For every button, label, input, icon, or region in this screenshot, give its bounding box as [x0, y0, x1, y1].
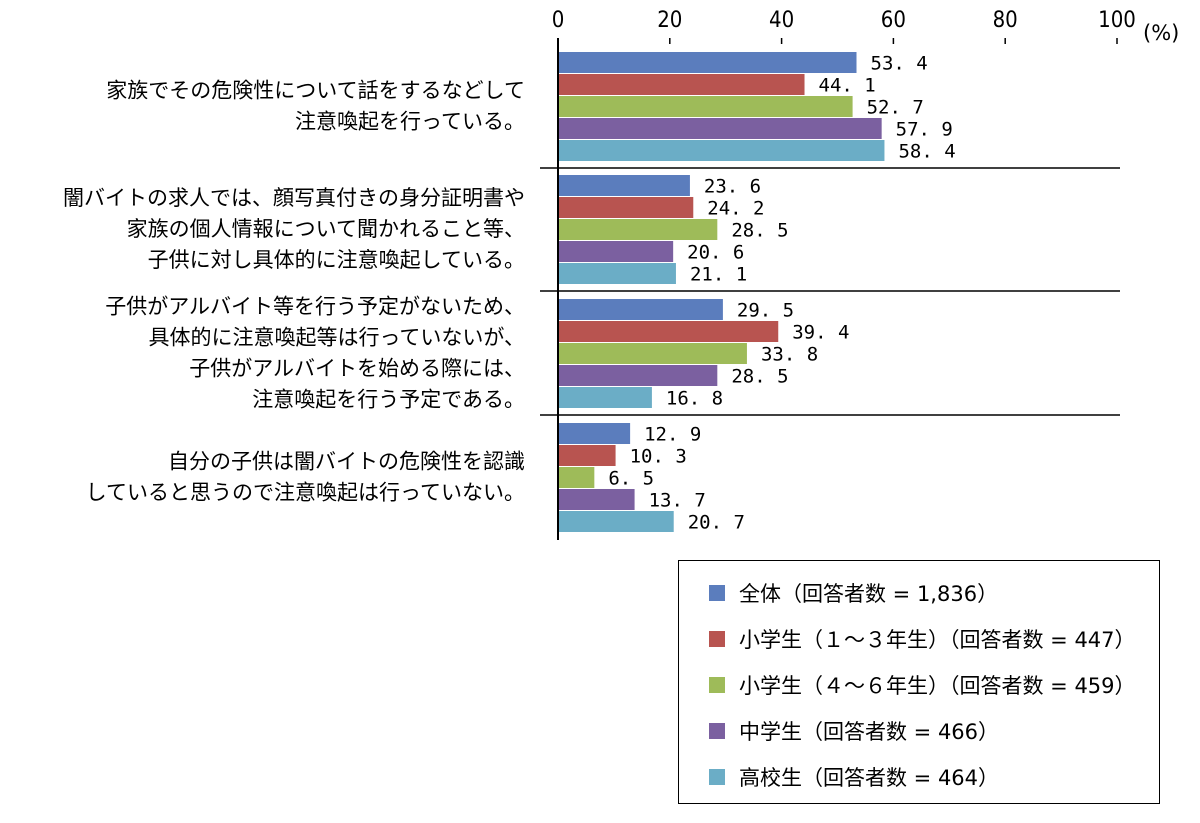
- legend: 全体（回答者数 = 1,836） 小学生（１～３年生）（回答者数 = 447） 小学…: [678, 560, 1160, 804]
- bar-s4-c1: [558, 263, 676, 284]
- bar-s4-c3: [558, 511, 674, 532]
- value-label-s3-c2: 28. 5: [731, 366, 788, 388]
- bar-s4-c2: [558, 387, 652, 408]
- tick-label-20: 20: [657, 8, 682, 33]
- category-label-3-line-0: 自分の子供は闇バイトの危険性を認識: [168, 450, 525, 474]
- tick-label-40: 40: [769, 8, 794, 33]
- bar-s1-c1: [558, 197, 694, 218]
- value-label-s4-c2: 16. 8: [666, 388, 723, 410]
- value-label-s0-c0: 53. 4: [871, 53, 928, 75]
- legend-label-3: 中学生（回答者数 = 466）: [739, 720, 1000, 744]
- legend-item-1: 小学生（１～３年生）（回答者数 = 447）: [709, 624, 1136, 654]
- legend-item-2: 小学生（４～６年生）（回答者数 = 459）: [709, 670, 1136, 700]
- legend-swatch-1: [709, 631, 725, 647]
- value-label-s4-c1: 21. 1: [690, 264, 747, 286]
- legend-swatch-3: [709, 723, 725, 739]
- bar-s2-c1: [558, 219, 718, 240]
- category-label-2-line-0: 子供がアルバイト等を行う予定がないため、: [105, 295, 525, 319]
- tick-label-80: 80: [993, 8, 1018, 33]
- bar-s3-c3: [558, 489, 635, 510]
- bar-s0-c2: [558, 299, 723, 320]
- bar-s2-c0: [558, 96, 853, 117]
- value-label-s0-c3: 12. 9: [644, 424, 701, 446]
- legend-label-1: 小学生（１～３年生）（回答者数 = 447）: [739, 628, 1136, 652]
- value-label-s2-c1: 28. 5: [731, 220, 788, 242]
- bar-s2-c2: [558, 343, 747, 364]
- category-label-2-line-2: 子供がアルバイトを始める際には、: [189, 357, 525, 381]
- category-label-1-line-2: 子供に対し具体的に注意喚起している。: [148, 248, 525, 272]
- bar-s1-c2: [558, 321, 779, 342]
- category-label-3-line-1: していると思うので注意喚起は行っていない。: [86, 481, 525, 505]
- value-label-s3-c3: 13. 7: [649, 490, 706, 512]
- bar-s3-c0: [558, 118, 882, 139]
- bar-s2-c3: [558, 467, 595, 488]
- legend-item-0: 全体（回答者数 = 1,836）: [709, 578, 998, 608]
- value-label-s3-c0: 57. 9: [896, 119, 953, 141]
- value-label-s0-c1: 23. 6: [704, 176, 761, 198]
- category-label-0-line-0: 家族でその危険性について話をするなどして: [106, 79, 525, 103]
- value-label-s1-c0: 44. 1: [819, 75, 876, 97]
- tick-label-100: 100: [1098, 8, 1136, 33]
- bar-s3-c2: [558, 365, 718, 386]
- category-label-2-line-3: 注意喚起を行う予定である。: [252, 388, 525, 412]
- bar-s3-c1: [558, 241, 674, 262]
- bar-s4-c0: [558, 140, 885, 161]
- category-label-1-line-1: 家族の個人情報について聞かれること等、: [127, 217, 525, 241]
- category-label-0-line-1: 注意喚起を行っている。: [295, 110, 525, 134]
- value-label-s2-c0: 52. 7: [867, 97, 924, 119]
- legend-label-4: 高校生（回答者数 = 464）: [739, 766, 1000, 790]
- tick-label-0: 0: [552, 8, 565, 33]
- legend-item-4: 高校生（回答者数 = 464）: [709, 762, 999, 792]
- value-label-s1-c2: 39. 4: [792, 322, 849, 344]
- value-label-s1-c1: 24. 2: [707, 198, 764, 220]
- legend-swatch-0: [709, 585, 725, 601]
- category-label-1-line-0: 闇バイトの求人では、顔写真付きの身分証明書や: [63, 186, 525, 210]
- legend-item-3: 中学生（回答者数 = 466）: [709, 716, 999, 746]
- value-label-s2-c2: 33. 8: [761, 344, 818, 366]
- category-label-2-line-1: 具体的に注意喚起等は行っていないが、: [148, 326, 525, 350]
- bar-s1-c3: [558, 445, 616, 466]
- legend-label-2: 小学生（４～６年生）（回答者数 = 459）: [739, 674, 1136, 698]
- legend-label-0: 全体（回答者数 = 1,836）: [739, 582, 999, 606]
- bar-s0-c1: [558, 175, 690, 196]
- value-label-s4-c0: 58. 4: [898, 141, 955, 163]
- value-label-s0-c2: 29. 5: [737, 300, 794, 322]
- value-label-s2-c3: 6. 5: [608, 468, 654, 490]
- value-label-s3-c1: 20. 6: [687, 242, 744, 264]
- bar-s0-c0: [558, 52, 857, 73]
- legend-swatch-4: [709, 769, 725, 785]
- value-label-s4-c3: 20. 7: [688, 512, 745, 534]
- unit-label: (%): [1143, 21, 1179, 45]
- legend-swatch-2: [709, 677, 725, 693]
- bar-s1-c0: [558, 74, 805, 95]
- tick-label-60: 60: [881, 8, 906, 33]
- value-label-s1-c3: 10. 3: [630, 446, 687, 468]
- bar-s0-c3: [558, 423, 631, 444]
